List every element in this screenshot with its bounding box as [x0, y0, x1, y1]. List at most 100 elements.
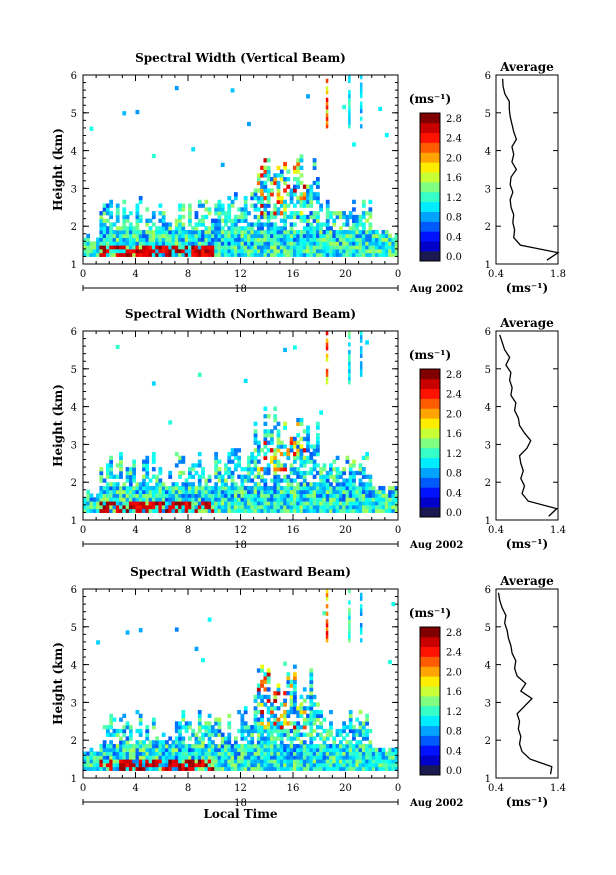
heatmap-cell [270, 755, 274, 760]
heatmap-cell [184, 762, 189, 768]
heatmap-cell [165, 229, 169, 235]
heatmap-cell [99, 747, 104, 753]
heatmap-cell [148, 252, 153, 257]
heatmap-cell [309, 188, 314, 193]
heatmap-cell [128, 248, 133, 254]
heatmap-cell [253, 747, 258, 753]
heatmap-cell [125, 762, 130, 768]
heatmap-cell [338, 762, 343, 768]
heatmap-cell [391, 602, 396, 607]
heatmap-cell [105, 728, 110, 734]
heatmap-cell [299, 474, 304, 479]
heatmap-cell [263, 444, 268, 449]
heatmap-cell [224, 467, 228, 472]
heatmap-cell [352, 493, 356, 498]
heatmap-cell [171, 482, 176, 487]
y-tick-label: 1 [71, 774, 77, 785]
x-axis-label: Local Time [203, 807, 277, 821]
heatmap-cell [155, 248, 159, 254]
heatmap-cell [359, 353, 363, 358]
heatmap-cell [128, 504, 133, 510]
heatmap-cell [361, 252, 366, 257]
heatmap-cell [105, 759, 110, 764]
heatmap-cell [250, 459, 255, 464]
heatmap-cell [315, 709, 320, 715]
heatmap-cell [283, 199, 287, 205]
heatmap-cell [270, 222, 274, 227]
heatmap-cell [171, 493, 176, 498]
heatmap-cell [355, 485, 360, 491]
heatmap-cell [240, 214, 245, 220]
heatmap-cell [151, 743, 156, 749]
heatmap-cell [194, 762, 199, 768]
heatmap-cell [315, 489, 320, 495]
heatmap-cell [315, 177, 320, 182]
heatmap-cell [128, 482, 133, 487]
heatmap-cell [92, 245, 97, 250]
heatmap-cell [250, 478, 255, 483]
heatmap-cell [161, 214, 166, 220]
heatmap-cell [289, 706, 294, 711]
heatmap-cell [191, 743, 196, 749]
heatmap-cell [276, 433, 281, 438]
heatmap-cell [256, 725, 261, 730]
heatmap-cell [165, 501, 169, 506]
heatmap-cell [102, 478, 107, 483]
heatmap-cell [371, 508, 376, 513]
y-tick-label: 2 [71, 736, 77, 747]
heatmap-cell [125, 504, 130, 510]
heatmap-cell [233, 740, 238, 745]
heatmap-cell [260, 188, 264, 193]
heatmap-cell [345, 759, 350, 764]
heatmap-cell [283, 485, 287, 491]
profile-y-tick-label: 5 [485, 109, 491, 120]
heatmap-cell [151, 222, 156, 227]
heatmap-cell [338, 747, 343, 753]
heatmap-cell [293, 248, 297, 254]
y-tick-label: 1 [71, 260, 77, 271]
heatmap-cell [151, 467, 156, 472]
heatmap-cell [240, 233, 245, 239]
heatmap-cell [188, 245, 192, 250]
heatmap-cell [355, 717, 360, 722]
heatmap-cell [332, 762, 337, 768]
heatmap-cell [178, 497, 182, 502]
heatmap-cell [286, 679, 291, 684]
heatmap-cell [266, 766, 271, 771]
heatmap-cell [355, 762, 360, 768]
heatmap-cell [122, 740, 127, 745]
heatmap-cell [253, 759, 258, 764]
heatmap-cell [89, 747, 94, 753]
x-tick-label: 20 [339, 783, 352, 794]
heatmap-cell [138, 751, 143, 756]
heatmap-cell [188, 501, 192, 506]
heatmap-cell [256, 180, 261, 186]
heatmap-cell [145, 755, 150, 760]
heatmap-cell [165, 493, 169, 498]
heatmap-cell [151, 153, 156, 159]
heatmap-cell [342, 214, 346, 220]
heatmap-cell [217, 485, 222, 491]
heatmap-cell [148, 241, 153, 246]
heatmap-cell [342, 725, 346, 730]
heatmap-cell [197, 489, 202, 495]
heatmap-cell [335, 728, 340, 734]
heatmap-cell [266, 211, 271, 216]
heatmap-cell [266, 698, 271, 703]
heatmap-cell [312, 474, 317, 479]
heatmap-cell [138, 721, 143, 726]
heatmap-cell [217, 721, 222, 726]
heatmap-cell [335, 211, 340, 216]
profile-line [499, 334, 559, 517]
heatmap-cell [302, 489, 307, 495]
heatmap-cell [388, 493, 392, 498]
heatmap-cell [171, 743, 176, 749]
heatmap-cell [299, 154, 304, 159]
heatmap-cell [342, 747, 346, 753]
heatmap-cell [243, 508, 248, 513]
heatmap-cell [260, 222, 264, 227]
heatmap-cell [263, 482, 268, 487]
heatmap-cell [342, 478, 346, 483]
heatmap-cell [256, 728, 261, 734]
heatmap-cell [256, 485, 261, 491]
